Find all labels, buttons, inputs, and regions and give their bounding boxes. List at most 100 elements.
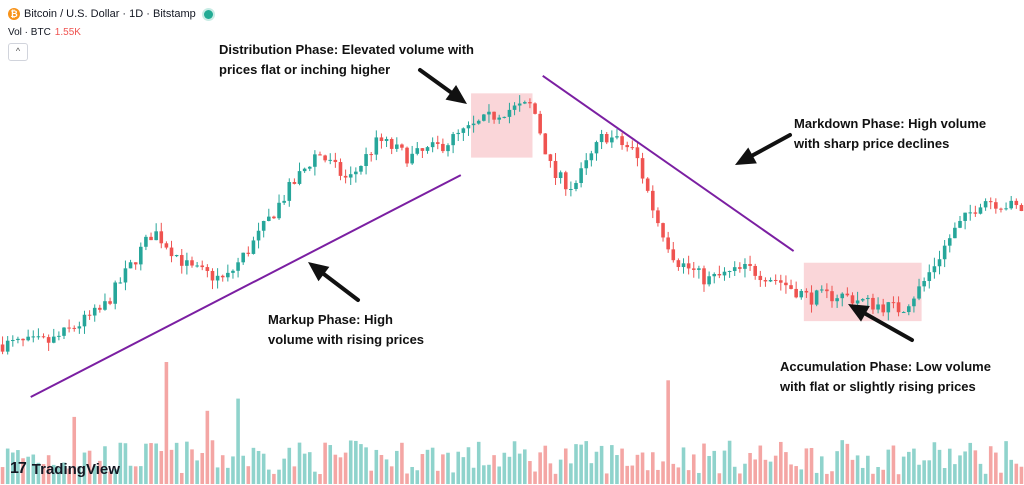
volume-bar [313,471,317,484]
candle-body [103,301,107,310]
candle-body [661,223,665,238]
volume-bar [507,456,512,484]
volume-bar [369,470,373,484]
annotation-line: with flat or slightly rising prices [780,379,976,394]
volume-bar [579,444,583,484]
candle-body [210,270,215,281]
candle-body [154,231,158,241]
volume-bar [113,469,117,484]
volume-bar [973,450,978,484]
highlight-zones [471,93,922,322]
arrow-head [848,304,870,322]
volume-bar [1019,466,1024,484]
candle-body [369,154,373,156]
collapse-legend-button[interactable]: ^ [8,43,28,61]
volume-bar [26,456,30,484]
candle-body [435,142,440,144]
volume-bar [763,459,768,484]
volume-bar [220,455,225,484]
candle-body [98,307,102,310]
volume-bar [272,473,276,484]
arrow-head [445,84,467,104]
volume-bar [461,457,466,484]
candle-body [159,231,164,244]
volume-bar [727,440,732,484]
annotation-line: with sharp price declines [794,136,950,151]
volume-bar [389,466,394,484]
markdown-annotation: Markdown Phase: High volume with sharp p… [794,114,986,154]
volume-bar [323,442,327,484]
volume-bar [968,442,973,484]
volume-bar [108,471,112,484]
volume-bar [809,447,814,484]
candle-body [691,268,696,270]
volume-bar [825,473,829,484]
volume-bar [881,469,885,484]
volume-bar [343,452,348,484]
volume-value: 1.55K [54,27,81,38]
candle-body [72,327,77,329]
volume-bar [604,473,609,484]
volume-bar [917,464,921,484]
symbol-title[interactable]: Bitcoin / U.S. Dollar · 1D · Bitstamp [24,8,196,20]
volume-bar [691,454,696,484]
volume-bar [983,473,988,484]
candle-body [108,301,112,304]
volume-bar [46,455,51,484]
volume-bar [758,445,763,484]
volume-bar [640,452,645,484]
candle-body [533,103,537,114]
candle-body [415,148,420,154]
candle-body [855,300,860,304]
volume-bar [799,469,804,484]
candle-body [41,336,46,338]
candle-body [354,171,358,175]
volume-bar [144,443,148,484]
candle-body [307,166,312,169]
arrow-head [308,262,330,282]
tradingview-mark-icon: 17 [10,460,27,477]
volume-legend[interactable]: Vol · BTC 1.55K [8,27,81,38]
candle-body [272,216,276,219]
annotation-line: volume with rising prices [268,332,425,347]
volume-bar [732,466,737,484]
volume-bar [185,441,189,484]
candle-body [886,302,891,313]
volume-bar [589,463,594,484]
volume-bar [814,472,819,484]
volume-bar [41,464,46,484]
volume-bar [5,448,10,484]
candle-body [430,142,435,148]
volume-bar [840,440,845,484]
volume-bar [77,466,82,484]
candle-body [466,125,471,129]
candle-body [574,183,578,190]
candle-body [983,201,988,208]
candle-body [389,139,394,149]
volume-bar [205,410,210,484]
candle-body [323,155,327,161]
candle-body [727,271,732,273]
volume-bar [374,449,379,484]
volume-bar [277,469,281,484]
volume-bar [988,446,993,484]
symbol-header[interactable]: ₿ Bitcoin / U.S. Dollar · 1D · Bitstamp [8,8,213,20]
candle-body [220,275,225,278]
candle-body [640,158,645,179]
volume-bar [139,466,143,484]
volume-bar [999,472,1003,484]
candle-body [5,340,10,352]
candle-body [942,245,947,260]
volume-bar [241,455,245,484]
candle-body [236,262,240,271]
candle-body [164,243,169,248]
candle-body [932,266,937,273]
volume-bar [200,453,205,484]
candle-body [917,286,921,299]
volume-bar [594,451,599,484]
tradingview-logo[interactable]: 17 TradingView [10,460,120,478]
candle-body [702,268,706,285]
volume-bar [471,467,476,484]
candle-body [958,220,962,228]
